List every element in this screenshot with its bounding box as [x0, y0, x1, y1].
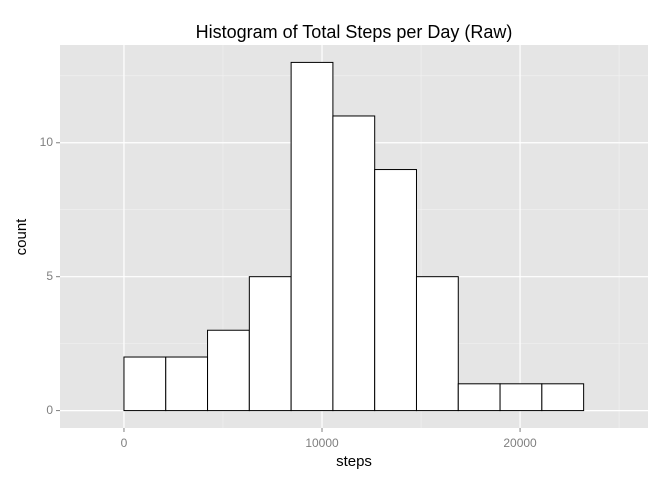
- bar: [248, 276, 292, 412]
- bar: [415, 276, 459, 412]
- chart-title: Histogram of Total Steps per Day (Raw): [196, 22, 513, 42]
- bar: [165, 356, 209, 412]
- bar: [332, 115, 376, 412]
- x-tick-label: 10000: [305, 436, 339, 450]
- bar: [290, 61, 334, 412]
- bar: [374, 169, 417, 412]
- y-tick-label: 5: [46, 269, 53, 283]
- x-tick-label: 20000: [503, 436, 537, 450]
- bar: [123, 356, 167, 412]
- y-tick-label: 0: [46, 403, 53, 417]
- bar: [499, 383, 543, 412]
- bar: [541, 383, 585, 412]
- y-axis-label: count: [13, 218, 30, 256]
- x-tick-label: 0: [121, 436, 128, 450]
- bar: [457, 383, 501, 412]
- y-tick-label: 10: [40, 135, 54, 149]
- x-axis-label: steps: [336, 453, 372, 470]
- bar: [207, 329, 250, 412]
